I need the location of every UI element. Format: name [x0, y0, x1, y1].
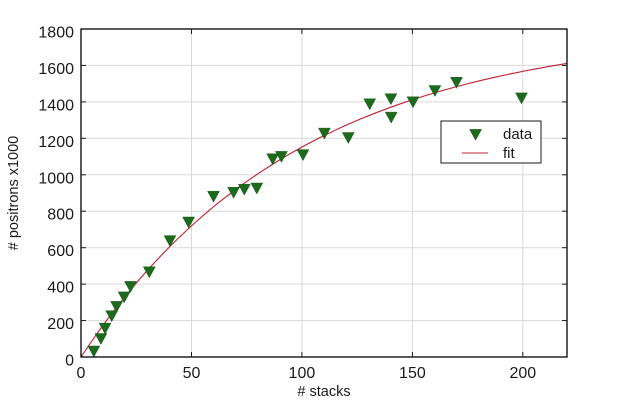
svg-text:data: data: [503, 126, 533, 143]
svg-text:50: 50: [183, 365, 201, 382]
svg-text:1400: 1400: [38, 97, 74, 114]
svg-text:600: 600: [47, 243, 74, 260]
svg-text:0: 0: [77, 365, 86, 382]
svg-text:fit: fit: [503, 145, 516, 162]
svg-text:1000: 1000: [38, 170, 74, 187]
svg-text:1800: 1800: [38, 25, 74, 42]
svg-text:400: 400: [47, 280, 74, 297]
svg-text:# positrons x1000: # positrons x1000: [6, 136, 22, 250]
svg-text:200: 200: [47, 316, 74, 333]
svg-text:# stacks: # stacks: [297, 384, 350, 400]
svg-text:100: 100: [289, 365, 316, 382]
svg-text:1600: 1600: [38, 61, 74, 78]
svg-text:150: 150: [399, 365, 426, 382]
svg-text:0: 0: [65, 353, 74, 370]
svg-text:1200: 1200: [38, 134, 74, 151]
svg-text:200: 200: [509, 365, 536, 382]
svg-text:800: 800: [47, 207, 74, 224]
